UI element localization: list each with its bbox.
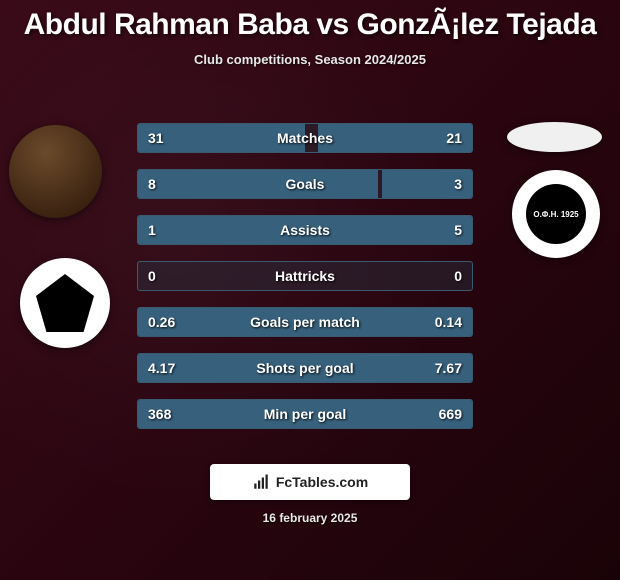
stat-value-left: 0.26	[148, 314, 175, 330]
stat-value-right: 21	[446, 130, 462, 146]
stat-row: 4.17 7.67 Shots per goal	[137, 353, 473, 383]
club-right-logo-shape: Ο.Φ.Η. 1925	[526, 184, 586, 244]
stat-value-left: 368	[148, 406, 171, 422]
date-label: 16 february 2025	[263, 511, 358, 525]
stat-label: Goals	[286, 176, 325, 192]
stat-row: 0 0 Hattricks	[137, 261, 473, 291]
stat-label: Min per goal	[264, 406, 346, 422]
stat-row: 0.26 0.14 Goals per match	[137, 307, 473, 337]
stat-label: Matches	[277, 130, 333, 146]
stat-row: 31 21 Matches	[137, 123, 473, 153]
stat-value-right: 0	[454, 268, 462, 284]
bar-left	[138, 170, 378, 198]
stat-row: 8 3 Goals	[137, 169, 473, 199]
club-left-logo	[20, 258, 110, 348]
stat-value-right: 3	[454, 176, 462, 192]
page-title: Abdul Rahman Baba vs GonzÃ¡lez Tejada	[0, 0, 620, 42]
comparison-card: Abdul Rahman Baba vs GonzÃ¡lez Tejada Cl…	[0, 0, 620, 580]
subtitle: Club competitions, Season 2024/2025	[0, 52, 620, 67]
stat-row: 368 669 Min per goal	[137, 399, 473, 429]
stats-list: 31 21 Matches 8 3 Goals 1 5 Assists 0 0 Hattricks 0.…	[137, 123, 473, 445]
stat-label: Assists	[280, 222, 330, 238]
stat-value-left: 0	[148, 268, 156, 284]
stat-value-right: 7.67	[435, 360, 462, 376]
stat-value-left: 1	[148, 222, 156, 238]
club-left-logo-shape	[36, 274, 94, 332]
stat-value-left: 31	[148, 130, 164, 146]
bar-chart-icon	[252, 473, 270, 491]
player-right-avatar	[507, 122, 602, 152]
club-right-logo: Ο.Φ.Η. 1925	[512, 170, 600, 258]
stat-label: Goals per match	[250, 314, 360, 330]
stat-label: Shots per goal	[256, 360, 353, 376]
stat-value-left: 4.17	[148, 360, 175, 376]
stat-label: Hattricks	[275, 268, 335, 284]
stat-value-left: 8	[148, 176, 156, 192]
footer-brand-badge: FcTables.com	[210, 464, 410, 500]
bar-right	[195, 216, 472, 244]
footer-brand-text: FcTables.com	[276, 474, 368, 490]
stat-value-right: 669	[439, 406, 462, 422]
stat-row: 1 5 Assists	[137, 215, 473, 245]
player-left-avatar	[9, 125, 102, 218]
bar-left	[138, 216, 195, 244]
stat-value-right: 5	[454, 222, 462, 238]
stat-value-right: 0.14	[435, 314, 462, 330]
